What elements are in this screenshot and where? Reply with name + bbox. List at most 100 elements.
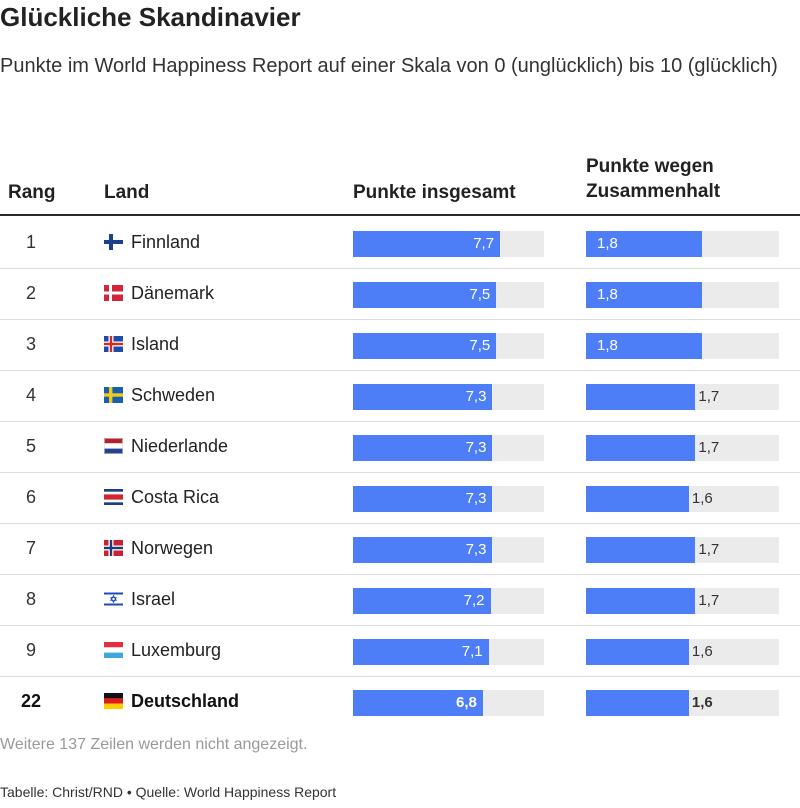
rank-cell: 2 [25, 283, 36, 303]
table-row[interactable]: 8 Israel 7,2 1,7 [0, 574, 800, 626]
total-bar: 7,7 [353, 231, 501, 257]
netherlands-flag-icon [104, 438, 123, 454]
table-row[interactable]: 5 Niederlande 7,3 1,7 [0, 421, 800, 473]
total-value-label: 7,1 [461, 643, 483, 660]
total-bar: 7,5 [353, 282, 497, 308]
total-bar-track: 7,3 [353, 486, 544, 512]
table-row[interactable]: 1 Finnland 7,7 1,8 [0, 217, 800, 269]
cohesion-value-label: 1,8 [597, 286, 618, 303]
israel-flag-icon [104, 591, 123, 607]
total-bar-track: 6,8 [353, 690, 544, 716]
cohesion-value-label: 1,7 [698, 388, 720, 405]
total-value-label: 7,7 [473, 235, 495, 252]
table-row[interactable]: 3 Island 7,5 1,8 [0, 319, 800, 371]
total-value-label: 7,3 [465, 541, 487, 558]
cohesion-bar-track: 1,7 [586, 384, 779, 410]
cohesion-bar-track: 1,6 [586, 486, 779, 512]
total-value-label: 7,5 [469, 337, 491, 354]
header-country[interactable]: Land [104, 182, 150, 203]
country-cell: Norwegen [131, 538, 214, 558]
total-bar-track: 7,3 [353, 435, 544, 461]
header-cohesion-line1: Punkte wegen [586, 156, 714, 177]
cohesion-bar [586, 639, 689, 665]
germany-flag-icon [104, 693, 123, 709]
total-bar: 7,1 [353, 639, 489, 665]
country-cell: Schweden [131, 385, 216, 405]
table-row[interactable]: 2 Dänemark 7,5 1,8 [0, 268, 800, 320]
chart-title: Glückliche Skandinavier [0, 2, 301, 32]
table-row[interactable]: 9 Luxemburg 7,1 1,6 [0, 625, 800, 677]
cohesion-bar [586, 282, 702, 308]
country-cell: Dänemark [131, 283, 215, 303]
header-cohesion[interactable]: Punkte wegen Zusammenhalt [586, 154, 720, 204]
cohesion-bar-track: 1,8 [586, 231, 779, 257]
source-footer: Tabelle: Christ/RND • Quelle: World Happ… [0, 784, 337, 800]
rank-cell: 4 [25, 385, 36, 405]
finland-flag-icon [104, 234, 123, 250]
cohesion-bar-track: 1,8 [586, 282, 779, 308]
cohesion-value-label: 1,6 [691, 643, 713, 660]
cohesion-bar [586, 537, 696, 563]
cohesion-bar-track: 1,7 [586, 435, 779, 461]
cohesion-bar-track: 1,7 [586, 537, 779, 563]
more-rows-note: Weitere 137 Zeilen werden nicht angezeig… [0, 736, 308, 753]
cohesion-bar-track: 1,8 [586, 333, 779, 359]
rank-cell: 6 [25, 487, 36, 507]
cohesion-bar [586, 231, 702, 257]
total-bar-track: 7,7 [353, 231, 544, 257]
header-total[interactable]: Punkte insgesamt [353, 182, 516, 203]
total-bar-track: 7,1 [353, 639, 544, 665]
header-divider [0, 214, 800, 216]
chart-subtitle: Punkte im World Happiness Report auf ein… [0, 55, 778, 77]
cohesion-bar [586, 486, 689, 512]
country-cell: Costa Rica [131, 487, 220, 507]
rank-cell: 7 [25, 538, 36, 558]
cohesion-value-label: 1,6 [691, 490, 713, 507]
country-cell: Island [131, 334, 180, 354]
cohesion-bar [586, 435, 696, 461]
header-cohesion-line2: Zusammenhalt [586, 181, 721, 202]
cohesion-value-label: 1,8 [597, 337, 618, 354]
cohesion-bar [586, 384, 696, 410]
cohesion-value-label: 1,7 [698, 592, 720, 609]
cohesion-value-label: 1,6 [691, 694, 713, 711]
rank-cell: 9 [25, 640, 36, 660]
total-value-label: 7,5 [469, 286, 491, 303]
table-row[interactable]: 7 Norwegen 7,3 1,7 [0, 523, 800, 575]
total-bar-track: 7,5 [353, 333, 544, 359]
total-bar-track: 7,3 [353, 537, 544, 563]
header-rank[interactable]: Rang [8, 182, 56, 203]
cohesion-value-label: 1,8 [597, 235, 618, 252]
total-bar-track: 7,5 [353, 282, 544, 308]
total-bar: 6,8 [353, 690, 483, 716]
luxembourg-flag-icon [104, 642, 123, 658]
table-row[interactable]: 22 Deutschland 6,8 1,6 [0, 676, 800, 727]
country-cell: Deutschland [131, 691, 240, 711]
total-bar-track: 7,2 [353, 588, 544, 614]
total-bar: 7,5 [353, 333, 497, 359]
iceland-flag-icon [104, 336, 123, 352]
cohesion-bar [586, 333, 702, 359]
denmark-flag-icon [104, 285, 123, 301]
cohesion-bar-track: 1,6 [586, 690, 779, 716]
table-row[interactable]: 4 Schweden 7,3 1,7 [0, 370, 800, 422]
country-cell: Luxemburg [131, 640, 222, 660]
rank-cell: 1 [25, 232, 36, 252]
total-bar: 7,3 [353, 384, 493, 410]
costa-rica-flag-icon [104, 489, 123, 505]
country-cell: Niederlande [131, 436, 229, 456]
cohesion-value-label: 1,7 [698, 541, 720, 558]
total-bar: 7,3 [353, 537, 493, 563]
norway-flag-icon [104, 540, 123, 556]
cohesion-bar-track: 1,7 [586, 588, 779, 614]
sweden-flag-icon [104, 387, 123, 403]
cohesion-bar-track: 1,6 [586, 639, 779, 665]
total-value-label: 7,3 [465, 439, 487, 456]
total-bar: 7,2 [353, 588, 491, 614]
table-row[interactable]: 6 Costa Rica 7,3 1,6 [0, 472, 800, 524]
rank-cell: 8 [25, 589, 36, 609]
total-bar-track: 7,3 [353, 384, 544, 410]
cohesion-bar [586, 588, 696, 614]
total-value-label: 7,3 [465, 490, 487, 507]
rank-cell: 22 [20, 691, 42, 711]
